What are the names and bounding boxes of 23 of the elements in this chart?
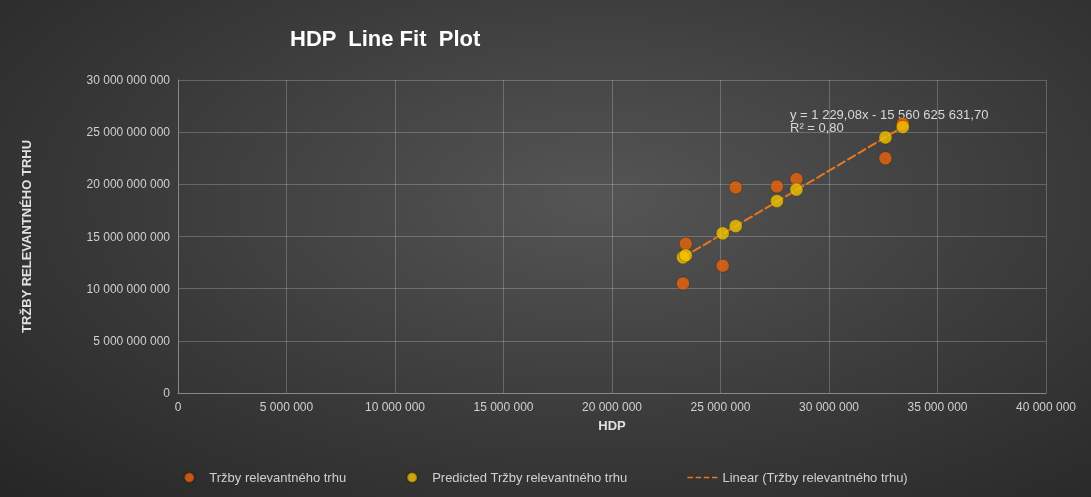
x-tick-label: 15 000 000 [473,400,534,414]
y-tick-label: 15 000 000 000 [86,229,171,244]
legend-label: Predicted Tržby relevantného trhu [432,470,628,485]
x-tick-label: 20 000 000 [581,400,643,414]
y-tick-label: 10 000 000 000 [86,281,171,296]
x-axis-title: HDP [598,418,627,433]
x-tick-label: 35 000 000 [907,400,968,414]
y-tick-label: 20 000 000 000 [86,177,171,192]
x-tick-label: 25 000 000 [690,400,751,414]
y-tick-label: 25 000 000 000 [86,125,171,140]
x-tick-label: 10 000 000 [364,400,426,414]
chart-title: HDP Line Fit Plot [290,25,481,51]
y-tick-label: 5 000 000 000 [93,333,171,348]
x-tick-label: 0 [174,400,182,414]
legend-label: Linear (Tržby relevantného trhu) [722,470,908,485]
annotation: y = 1 229,08x - 15 560 625 631,70 R² = 0,80 [790,107,989,135]
legend-label: Tržby relevantného trhu [209,470,347,485]
y-axis-title: TRŽBY RELEVANTNÉHO TRHU [19,139,34,334]
x-tick-label: 30 000 000 [798,400,860,414]
x-tick-label: 5 000 000 [259,400,314,414]
y-tick-label: 0 [163,386,171,400]
x-tick-label: 40 000 000 [1015,400,1077,414]
y-tick-label: 30 000 000 000 [86,73,171,87]
